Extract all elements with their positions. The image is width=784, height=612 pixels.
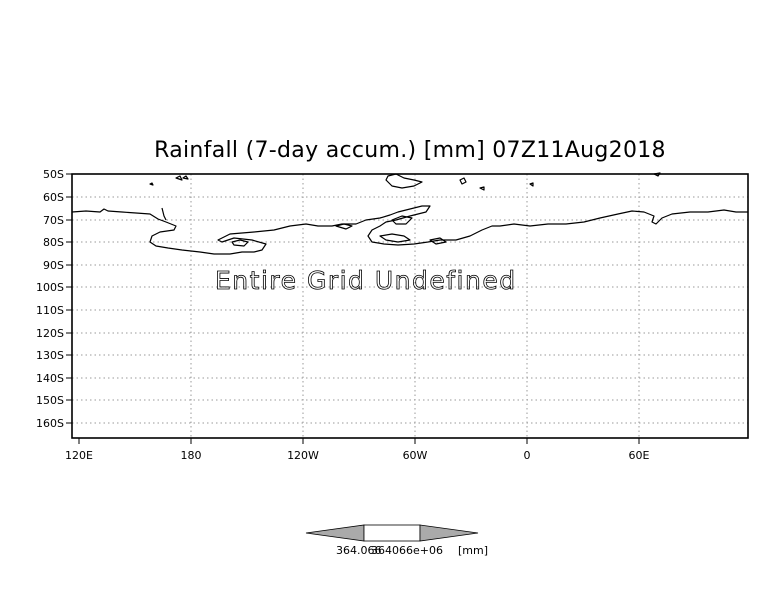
coast-detail bbox=[231, 239, 249, 247]
colorbar-middle-box bbox=[363, 524, 421, 542]
island bbox=[149, 182, 154, 186]
island bbox=[385, 173, 423, 189]
lat-label: 120S bbox=[36, 327, 64, 340]
lat-label: 140S bbox=[36, 372, 64, 385]
lon-label: 120E bbox=[65, 449, 93, 462]
lat-label: 80S bbox=[43, 236, 64, 249]
latitude-axis: 50S 60S 70S 80S 90S 100S 110S 120S 130S … bbox=[36, 168, 72, 430]
colorbar-label-value-1: 364.066 bbox=[336, 544, 382, 557]
colorbar-unit: [mm] bbox=[458, 544, 488, 557]
lat-label: 70S bbox=[43, 214, 64, 227]
island bbox=[459, 177, 467, 185]
island bbox=[479, 186, 485, 191]
lat-label: 110S bbox=[36, 304, 64, 317]
coast-detail bbox=[429, 237, 447, 245]
lon-label: 60W bbox=[403, 449, 428, 462]
coast-detail bbox=[161, 207, 167, 221]
colorbar-label-value-2: 364066e+06 bbox=[371, 544, 443, 557]
lon-label: 60E bbox=[629, 449, 650, 462]
island bbox=[182, 175, 189, 180]
map-title: Rainfall (7-day accum.) [mm] 07Z11Aug201… bbox=[154, 138, 666, 163]
colorbar-right-arrow bbox=[419, 524, 479, 542]
lat-label: 50S bbox=[43, 168, 64, 181]
lat-label: 130S bbox=[36, 349, 64, 362]
map-frame bbox=[71, 173, 749, 439]
colorbar-left-arrow bbox=[305, 524, 365, 542]
lon-label: 180 bbox=[181, 449, 202, 462]
lat-label: 60S bbox=[43, 191, 64, 204]
island bbox=[529, 182, 534, 187]
coast-detail bbox=[379, 233, 411, 243]
antarctica-coastline bbox=[71, 205, 748, 255]
colorbar: 364.066 364066e+06 [mm] bbox=[305, 524, 488, 557]
lat-label: 90S bbox=[43, 259, 64, 272]
lon-label: 120W bbox=[287, 449, 319, 462]
longitude-axis: 120E 180 120W 60W 0 60E bbox=[65, 438, 650, 462]
lat-label: 150S bbox=[36, 394, 64, 407]
undefined-grid-message: Entire Grid Undefined bbox=[215, 266, 517, 295]
lon-label: 0 bbox=[524, 449, 531, 462]
island bbox=[175, 175, 183, 181]
lat-label: 160S bbox=[36, 417, 64, 430]
coast-detail bbox=[335, 223, 353, 230]
coast-detail bbox=[391, 215, 413, 225]
lat-label: 100S bbox=[36, 281, 64, 294]
